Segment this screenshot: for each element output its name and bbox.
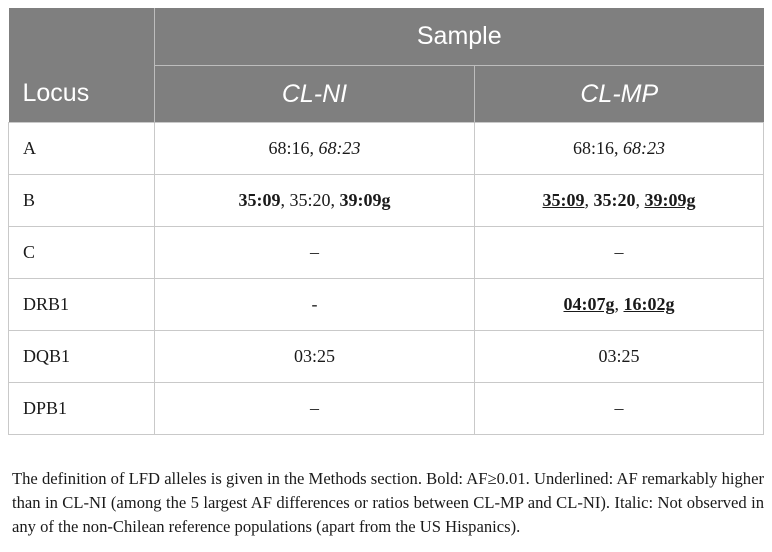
- allele-token: 68:23: [623, 138, 666, 158]
- allele-token: –: [310, 398, 319, 418]
- allele-token: –: [614, 398, 624, 418]
- locus-cell: C: [8, 226, 155, 279]
- allele-token: 04:07g: [563, 294, 615, 314]
- header-row-sample: Sample: [8, 8, 764, 66]
- allele-token: 68:16: [268, 138, 310, 158]
- cl-mp-cell: 04:07g, 16:02g: [473, 278, 765, 331]
- cl-mp-cell: 68:16, 68:23: [473, 122, 765, 175]
- cl-ni-cell: 68:16, 68:23: [154, 122, 475, 175]
- table-row: C – –: [8, 226, 765, 279]
- header-locus: Locus: [8, 65, 155, 123]
- allele-token: 03:25: [293, 346, 335, 366]
- table-header: Sample Locus CL-NI CL-MP: [8, 8, 764, 123]
- header-sample: Sample: [153, 8, 764, 66]
- cl-ni-cell: 35:09, 35:20, 39:09g: [154, 174, 475, 227]
- cl-mp-cell: 03:25: [473, 330, 765, 383]
- allele-token: 16:02g: [623, 294, 675, 314]
- cl-mp-cell: –: [473, 226, 765, 279]
- allele-token: –: [310, 242, 319, 262]
- cl-mp-cell: –: [473, 382, 765, 435]
- cl-ni-cell: 03:25: [154, 330, 475, 383]
- allele-token: 35:20: [593, 190, 636, 210]
- table-row: DPB1 – –: [8, 382, 765, 435]
- allele-table: Sample Locus CL-NI CL-MP A 68:16, 68:23 68…: [8, 8, 765, 435]
- cl-ni-cell: -: [154, 278, 475, 331]
- locus-cell: A: [8, 122, 155, 175]
- allele-token: 68:16: [573, 138, 615, 158]
- table-body: A 68:16, 68:23 68:16, 68:23 B 35:09, 35:20, …: [8, 122, 765, 435]
- allele-token: 39:09g: [339, 190, 391, 210]
- allele-token: -: [311, 294, 318, 314]
- table-row: A 68:16, 68:23 68:16, 68:23: [8, 122, 765, 175]
- allele-token: 68:23: [318, 138, 361, 158]
- header-cl-mp: CL-MP: [473, 65, 764, 123]
- header-cl-ni: CL-NI: [154, 65, 475, 123]
- allele-token: 35:09: [238, 190, 281, 210]
- allele-token: 03:25: [598, 346, 640, 366]
- header-row-columns: Locus CL-NI CL-MP: [8, 65, 764, 123]
- cl-ni-cell: –: [154, 382, 475, 435]
- table-row: DQB1 03:25 03:25: [8, 330, 765, 383]
- allele-token: ,: [309, 138, 319, 158]
- allele-token: , 35:20,: [280, 190, 340, 210]
- table-footnote: The definition of LFD alleles is given i…: [12, 469, 764, 536]
- table-row: DRB1 - 04:07g, 16:02g: [8, 278, 765, 331]
- allele-token: ,: [584, 190, 594, 210]
- allele-token: –: [614, 242, 624, 262]
- locus-cell: B: [8, 174, 155, 227]
- locus-cell: DRB1: [8, 278, 155, 331]
- allele-token: 39:09g: [644, 190, 696, 210]
- allele-token: ,: [635, 190, 645, 210]
- allele-token: ,: [614, 138, 624, 158]
- allele-table-container: Sample Locus CL-NI CL-MP A 68:16, 68:23 68…: [8, 8, 765, 435]
- locus-cell: DQB1: [8, 330, 155, 383]
- table-row: B 35:09, 35:20, 39:09g 35:09, 35:20, 39:09…: [8, 174, 765, 227]
- header-empty-cell: [8, 8, 155, 66]
- allele-token: 35:09: [542, 190, 585, 210]
- cl-ni-cell: –: [154, 226, 475, 279]
- locus-cell: DPB1: [8, 382, 155, 435]
- allele-token: ,: [614, 294, 624, 314]
- cl-mp-cell: 35:09, 35:20, 39:09g: [473, 174, 765, 227]
